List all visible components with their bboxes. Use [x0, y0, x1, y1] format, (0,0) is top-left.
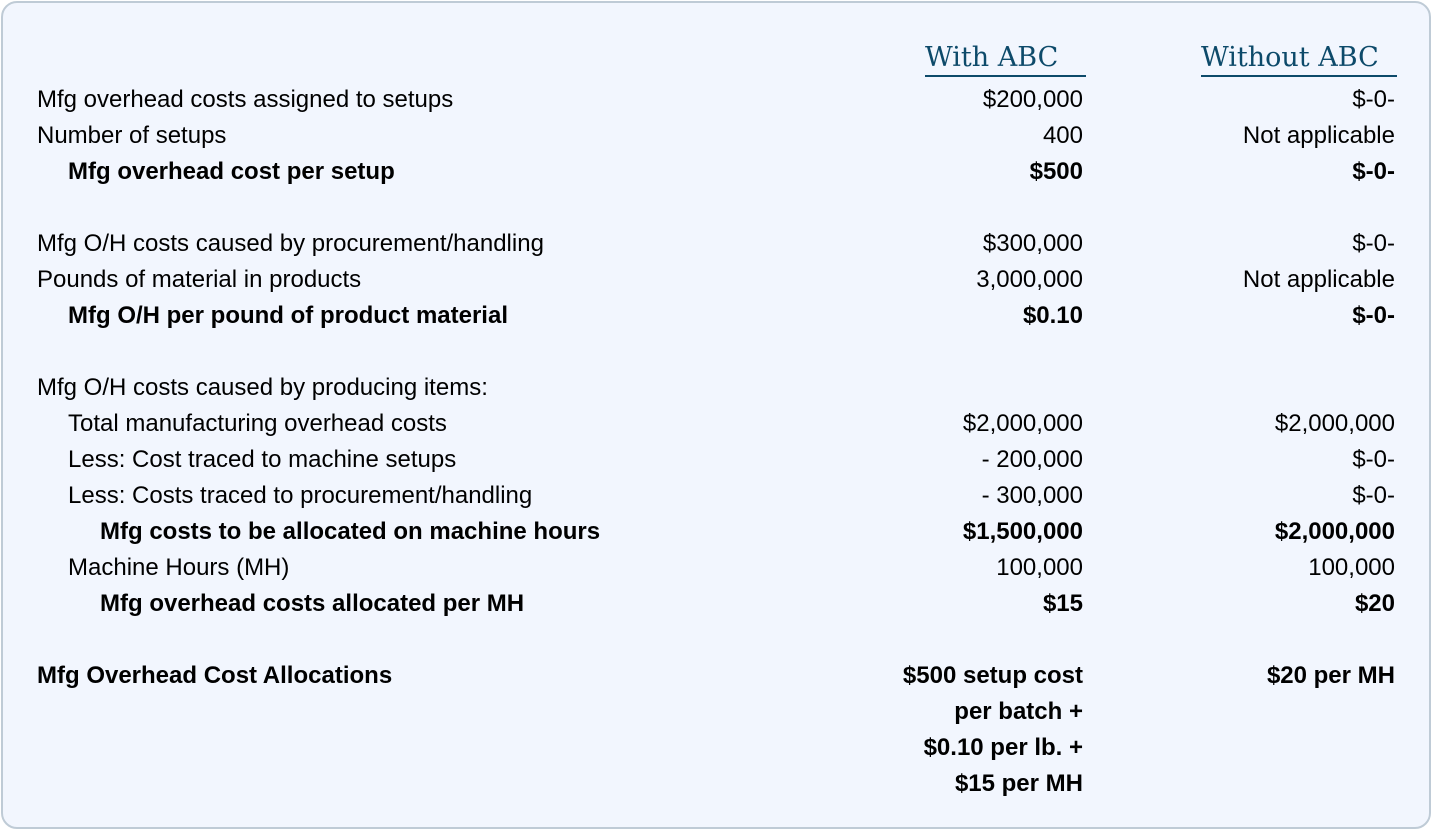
with-abc-value: - 300,000: [981, 482, 1083, 509]
row-label: Mfg O/H costs caused by procurement/hand…: [37, 230, 544, 257]
with-abc-value: $15: [1042, 590, 1083, 617]
without-abc-value: $-0-: [1352, 482, 1395, 509]
table-row-subtotal: Mfg overhead costs allocated per MH $15 $2…: [0, 586, 1432, 622]
without-abc-value: $20: [1354, 590, 1395, 617]
with-abc-value: 100,000: [996, 554, 1083, 581]
table-row: Total manufacturing overhead costs $2,000…: [0, 406, 1432, 442]
without-abc-value: 100,000: [1308, 554, 1395, 581]
allocations-row-cont: per batch +: [0, 694, 1432, 730]
row-label: Mfg O/H costs caused by producing items:: [37, 374, 488, 401]
spacer: [0, 622, 1432, 658]
table-row-subtotal: Mfg overhead cost per setup $500 $-0-: [0, 154, 1432, 190]
with-abc-allocation-line: $500 setup cost: [902, 662, 1083, 689]
without-abc-value: $-0-: [1352, 86, 1395, 113]
row-label: Total manufacturing overhead costs: [68, 410, 447, 437]
row-label: Mfg overhead cost per setup: [68, 158, 395, 185]
row-label: Mfg costs to be allocated on machine hou…: [100, 518, 601, 545]
section-heading: Mfg O/H costs caused by producing items:: [0, 370, 1432, 406]
row-label: Mfg overhead costs assigned to setups: [37, 86, 454, 113]
allocations-row-cont: $15 per MH: [0, 766, 1432, 802]
spacer: [0, 190, 1432, 226]
with-abc-allocation-line: per batch +: [954, 698, 1083, 725]
with-abc-value: $300,000: [982, 230, 1083, 257]
allocations-row-cont: $0.10 per lb. +: [0, 730, 1432, 766]
without-abc-value: $2,000,000: [1274, 410, 1395, 437]
header-with-abc: With ABC: [925, 41, 1086, 77]
table-row: Mfg overhead costs assigned to setups $20…: [0, 82, 1432, 118]
row-label: Pounds of material in products: [37, 266, 362, 293]
table-row: Mfg O/H costs caused by procurement/hand…: [0, 226, 1432, 262]
table-row: Pounds of material in products 3,000,000 N…: [0, 262, 1432, 298]
table-row-subtotal: Mfg O/H per pound of product material $0.…: [0, 298, 1432, 334]
with-abc-value: - 200,000: [981, 446, 1083, 473]
with-abc-value: $1,500,000: [962, 518, 1083, 545]
with-abc-allocation-line: $0.10 per lb. +: [923, 734, 1083, 761]
header-without-abc: Without ABC: [1201, 41, 1397, 77]
table-row-subtotal: Mfg costs to be allocated on machine hou…: [0, 514, 1432, 550]
spacer: [0, 334, 1432, 370]
row-label: Mfg O/H per pound of product material: [68, 302, 508, 329]
with-abc-value: $0.10: [1022, 302, 1083, 329]
without-abc-value: Not applicable: [1242, 266, 1395, 293]
cost-table: Mfg overhead costs assigned to setups $20…: [0, 82, 1432, 802]
with-abc-value: $2,000,000: [962, 410, 1083, 437]
table-row: Less: Cost traced to machine setups - 200…: [0, 442, 1432, 478]
without-abc-value: Not applicable: [1242, 122, 1395, 149]
without-abc-value: $-0-: [1352, 446, 1395, 473]
without-abc-value: $2,000,000: [1274, 518, 1395, 545]
row-label: Machine Hours (MH): [68, 554, 290, 581]
without-abc-value: $-0-: [1352, 158, 1395, 185]
with-abc-allocation-line: $15 per MH: [954, 770, 1083, 797]
with-abc-value: 400: [1042, 122, 1083, 149]
table-row: Less: Costs traced to procurement/handli…: [0, 478, 1432, 514]
row-label: Less: Costs traced to procurement/handli…: [68, 482, 533, 509]
allocations-row: Mfg Overhead Cost Allocations $500 setup …: [0, 658, 1432, 694]
with-abc-value: $500: [1029, 158, 1083, 185]
row-label: Less: Cost traced to machine setups: [68, 446, 457, 473]
table-row: Number of setups 400 Not applicable: [0, 118, 1432, 154]
without-abc-value: $-0-: [1352, 302, 1395, 329]
row-label: Mfg overhead costs allocated per MH: [100, 590, 525, 617]
allocations-label: Mfg Overhead Cost Allocations: [37, 662, 393, 689]
with-abc-value: 3,000,000: [976, 266, 1083, 293]
row-label: Number of setups: [37, 122, 227, 149]
table-row: Machine Hours (MH) 100,000 100,000: [0, 550, 1432, 586]
without-abc-allocation: $20 per MH: [1266, 662, 1395, 689]
with-abc-value: $200,000: [982, 86, 1083, 113]
without-abc-value: $-0-: [1352, 230, 1395, 257]
